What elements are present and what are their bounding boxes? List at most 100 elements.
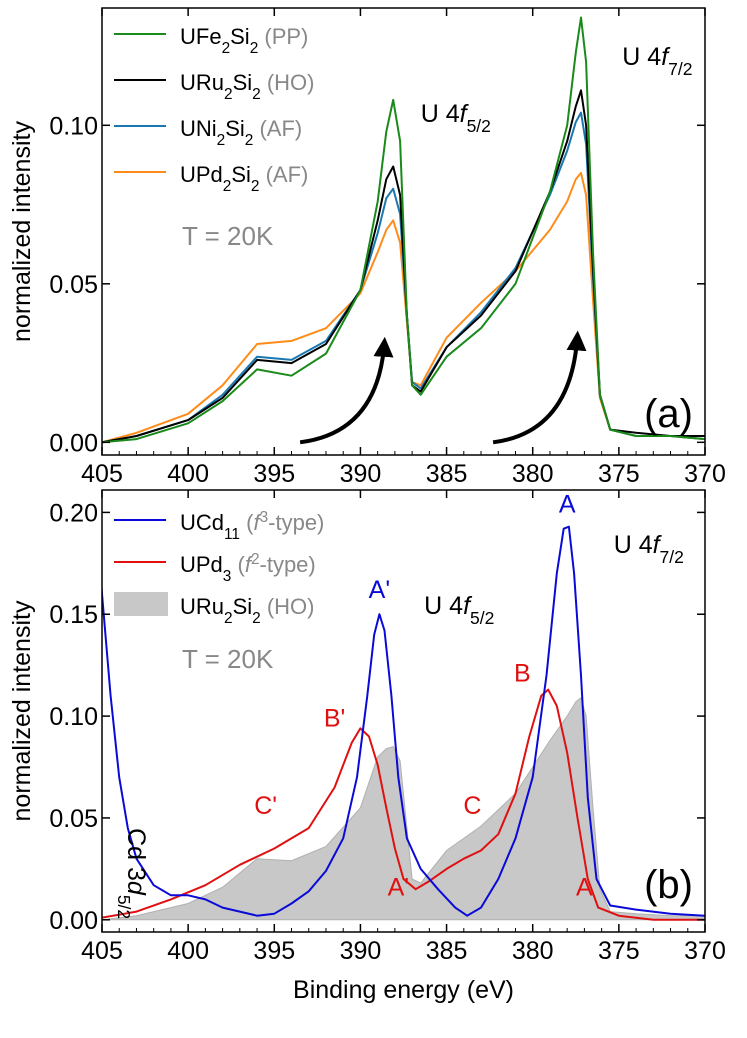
- legend-formula: Si: [225, 116, 245, 141]
- legend: UCd11 (f3-type)UPd3 (f2-type)URu2Si2 (HO…: [114, 509, 324, 627]
- y-axis-title: normalized intensity: [8, 121, 36, 342]
- legend-tag: -type): [260, 552, 316, 577]
- peak-label: A: [576, 873, 593, 901]
- legend-subscript: 2: [250, 40, 259, 57]
- x-tick-label: 375: [598, 937, 640, 965]
- x-tick-label: 370: [684, 937, 726, 965]
- legend: UFe2Si2 (PP)URu2Si2 (HO)UNi2Si2 (AF)UPd2…: [114, 24, 314, 195]
- peak-label: C': [254, 792, 277, 820]
- legend-formula: UNi: [180, 116, 217, 141]
- legend-subscript: 2: [251, 178, 260, 195]
- y-tick-label: 0.00: [49, 907, 98, 935]
- x-tick-label: 390: [340, 937, 382, 965]
- legend-tag: (AF): [253, 116, 302, 141]
- legend-formula: UPd: [180, 552, 223, 577]
- legend-tag: (: [240, 510, 254, 535]
- legend-formula: Si: [231, 162, 251, 187]
- legend-subscript: 2: [252, 610, 261, 627]
- legend-entry: URu2Si2 (HO): [180, 70, 314, 103]
- annotation-italic: d: [122, 881, 150, 896]
- y-tick-label: 0.05: [49, 271, 98, 299]
- annotation-subscript: 5/2: [467, 116, 491, 136]
- legend-entry: UNi2Si2 (AF): [180, 116, 302, 149]
- curved-arrow: [492, 330, 587, 445]
- plot-area: [102, 16, 705, 444]
- x-tick-label: 395: [253, 937, 295, 965]
- peak-label: C: [463, 792, 481, 820]
- legend-subscript: 2: [223, 178, 232, 195]
- annotation-main: U 4: [421, 100, 460, 128]
- x-tick-label: 390: [340, 460, 382, 488]
- orbital-annotation: Cd 3d5/2: [114, 828, 150, 919]
- peak-label: A: [559, 490, 576, 518]
- legend-tag-f: f: [245, 552, 254, 577]
- y-tick-label: 0.10: [49, 112, 98, 140]
- x-tick-label: 380: [512, 937, 554, 965]
- legend-subscript: 2: [252, 86, 261, 103]
- legend-tag-f: f: [253, 510, 262, 535]
- annotation-main: U 4: [622, 43, 661, 71]
- series-line: [102, 525, 705, 917]
- annotation-subscript: 7/2: [660, 547, 684, 567]
- plot-frame: [101, 489, 706, 933]
- y-tick-label: 0.20: [49, 499, 98, 527]
- series-line: [102, 16, 705, 444]
- legend-subscript: 2: [217, 132, 226, 149]
- panel-a: 405 400 395 390 385 380 375 370 0.00 0.05 0.10 norm…: [8, 7, 726, 488]
- annotation-main: U 4: [614, 531, 653, 559]
- annotation-main: U 4: [424, 592, 463, 620]
- orbital-annotation: U 4f5/2: [421, 100, 491, 136]
- annotation-subscript: 7/2: [668, 59, 692, 79]
- legend-tag: (: [231, 552, 245, 577]
- legend-tag: (PP): [258, 24, 308, 49]
- x-tick-label: 375: [598, 460, 640, 488]
- legend-formula: URu: [180, 594, 224, 619]
- annotation-italic: f: [661, 43, 671, 71]
- x-tick-label: 400: [167, 937, 209, 965]
- annotation-subscript: 5/2: [114, 895, 134, 919]
- panel-label: (a): [644, 392, 693, 436]
- legend-subscript: 2: [245, 132, 254, 149]
- legend-tag: (AF): [259, 162, 308, 187]
- legend-subscript: 11: [224, 526, 240, 543]
- peak-label: B': [324, 704, 345, 732]
- legend-formula: UFe: [180, 24, 222, 49]
- legend-tag-sup: 3: [260, 509, 269, 526]
- plot-frame: [101, 7, 706, 456]
- legend-entry: UFe2Si2 (PP): [180, 24, 308, 57]
- peak-label: A': [369, 576, 390, 604]
- peak-label: B: [514, 659, 531, 687]
- panel-b: 405 400 395 390 385 380 375 370 0.00 0.05 0.10 0.15…: [8, 489, 726, 1004]
- temperature-label: T = 20K: [182, 221, 274, 251]
- y-tick-label: 0.00: [49, 429, 98, 457]
- plot-area: [102, 525, 705, 921]
- legend-subscript: 2: [224, 610, 233, 627]
- legend-tag: (HO): [261, 594, 315, 619]
- annotation-main: Cd 3: [122, 828, 150, 881]
- annotation-subscript: 5/2: [470, 608, 494, 628]
- legend-tag: -type): [268, 510, 324, 535]
- legend-subscript: 3: [223, 568, 232, 585]
- series-line: [102, 688, 705, 921]
- orbital-annotation: U 4f7/2: [622, 43, 692, 79]
- x-tick-label: 395: [253, 460, 295, 488]
- x-tick-label: 405: [81, 937, 123, 965]
- legend-formula: UPd: [180, 162, 223, 187]
- curved-arrow: [299, 336, 394, 445]
- legend-formula: UCd: [180, 510, 224, 535]
- legend-entry: UPd2Si2 (AF): [180, 162, 308, 195]
- legend-formula: Si: [230, 24, 250, 49]
- x-axis-title: Binding energy (eV): [293, 976, 514, 1004]
- panel-label: (b): [644, 863, 693, 907]
- legend-entry: UPd3 (f2-type): [180, 551, 316, 585]
- annotation-italic: f: [463, 592, 473, 620]
- annotation-italic: f: [653, 531, 663, 559]
- legend-tag-sup: 2: [251, 551, 260, 568]
- y-tick-label: 0.05: [49, 805, 98, 833]
- peak-label: A': [388, 873, 409, 901]
- x-tick-label: 385: [426, 937, 468, 965]
- legend-formula: URu: [180, 70, 224, 95]
- x-tick-label: 380: [512, 460, 554, 488]
- legend-formula: Si: [233, 70, 253, 95]
